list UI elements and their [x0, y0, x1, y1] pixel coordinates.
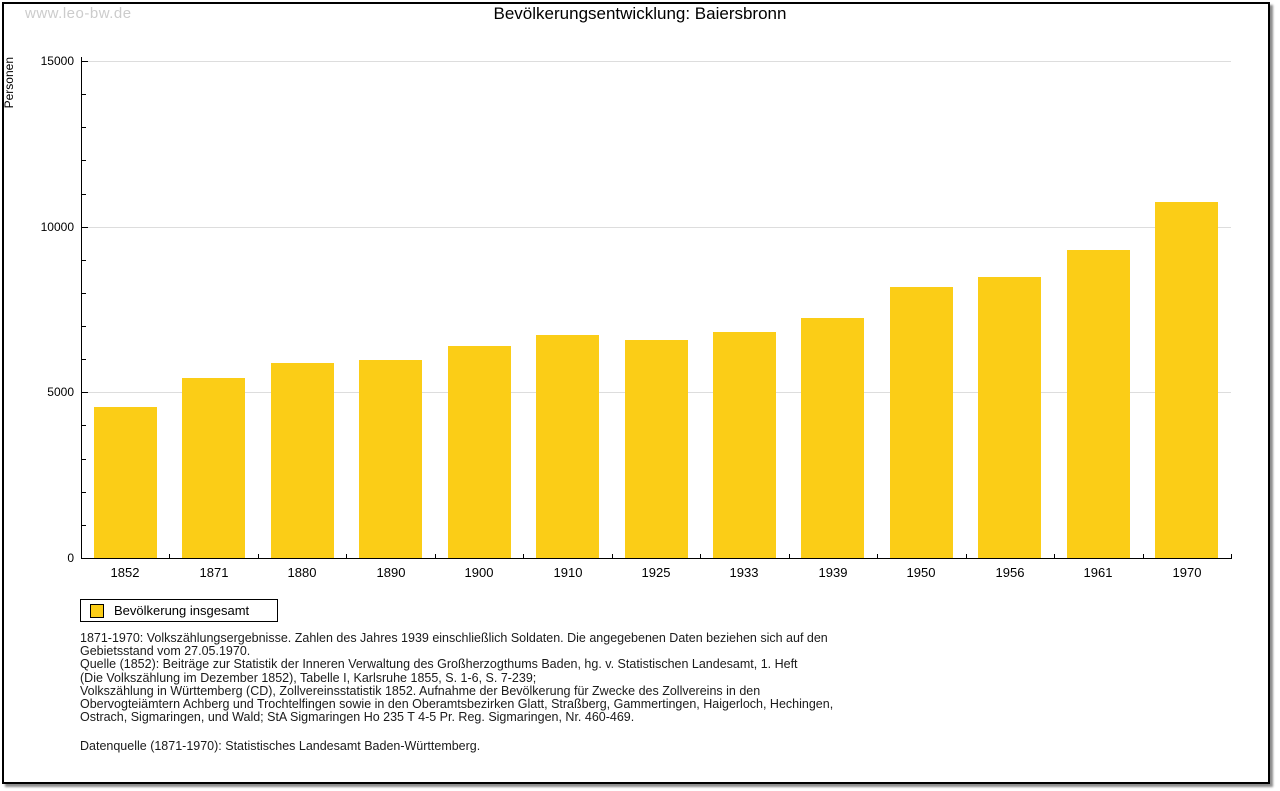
datasource-note: Datenquelle (1871-1970): Statistisches L…	[80, 739, 481, 753]
x-tick-label: 1910	[553, 565, 583, 580]
y-gridline	[82, 61, 1231, 62]
x-boundary-tick	[169, 554, 170, 558]
y-major-tick	[82, 392, 88, 393]
x-axis-line	[81, 558, 1232, 559]
bar-1939	[801, 318, 864, 558]
bar-1925	[625, 340, 688, 558]
bar-1950	[890, 287, 953, 558]
bar-1871	[182, 378, 245, 558]
y-minor-tick	[82, 492, 86, 493]
x-tick-label: 1939	[818, 565, 848, 580]
y-gridline	[82, 227, 1231, 228]
x-boundary-tick	[258, 554, 259, 558]
y-tick-label: 5000	[47, 385, 74, 399]
x-boundary-tick	[612, 554, 613, 558]
x-boundary-tick	[700, 554, 701, 558]
y-major-tick	[82, 227, 88, 228]
y-axis-line	[81, 57, 82, 559]
x-boundary-tick	[789, 554, 790, 558]
x-tick-label: 1852	[110, 565, 140, 580]
source-note-line: Ostrach, Sigmaringen, und Wald; StA Sigm…	[80, 710, 635, 725]
legend-color-swatch	[90, 604, 104, 618]
legend-label: Bevölkerung insgesamt	[114, 603, 250, 618]
x-tick-label: 1880	[287, 565, 317, 580]
x-boundary-tick	[523, 554, 524, 558]
x-boundary-tick	[1143, 554, 1144, 558]
y-minor-tick	[82, 260, 86, 261]
bar-1961	[1067, 250, 1130, 558]
x-tick-label: 1961	[1083, 565, 1113, 580]
x-boundary-tick	[435, 554, 436, 558]
x-tick-label: 1970	[1172, 565, 1202, 580]
bar-1852	[94, 407, 157, 558]
x-tick-label: 1956	[995, 565, 1025, 580]
bar-1900	[448, 346, 511, 558]
y-minor-tick	[82, 425, 86, 426]
y-minor-tick	[82, 293, 86, 294]
x-boundary-tick	[966, 554, 967, 558]
x-boundary-tick	[1054, 554, 1055, 558]
source-note-line: (Die Volkszählung im Dezember 1852), Tab…	[80, 670, 537, 685]
y-minor-tick	[82, 326, 86, 327]
bar-1880	[271, 363, 334, 558]
x-boundary-tick	[1231, 554, 1232, 558]
x-tick-label: 1925	[641, 565, 671, 580]
bar-1890	[359, 360, 422, 558]
x-tick-label: 1933	[729, 565, 759, 580]
source-notes: 1871-1970: Volkszählungsergebnisse. Zahl…	[80, 631, 834, 725]
source-note-line: Gebietsstand vom 27.05.1970.	[80, 644, 251, 659]
y-tick-label: 15000	[40, 54, 74, 68]
legend-box: Bevölkerung insgesamt	[80, 599, 278, 622]
bar-1970	[1155, 202, 1218, 558]
bar-1910	[536, 335, 599, 558]
x-boundary-tick	[346, 554, 347, 558]
x-tick-label: 1950	[906, 565, 936, 580]
y-tick-label: 0	[67, 551, 74, 565]
x-tick-label: 1871	[199, 565, 229, 580]
source-note-line: 1871-1970: Volkszählungsergebnisse. Zahl…	[80, 631, 828, 645]
y-minor-tick	[82, 160, 86, 161]
y-tick-label: 10000	[40, 220, 74, 234]
y-minor-tick	[82, 194, 86, 195]
y-minor-tick	[82, 459, 86, 460]
bar-1956	[978, 277, 1041, 558]
bar-1933	[713, 332, 776, 558]
source-note-line: Obervogteiämtern Achberg und Trochtelfin…	[80, 697, 834, 712]
watermark-leo-bw: www.leo-bw.de	[25, 5, 132, 22]
x-boundary-tick	[877, 554, 878, 558]
source-note-line: Volkszählung in Württemberg (CD), Zollve…	[80, 683, 761, 698]
chart-title: Bevölkerungsentwicklung: Baiersbronn	[493, 4, 787, 23]
y-minor-tick	[82, 525, 86, 526]
y-minor-tick	[82, 94, 86, 95]
source-note-line: Quelle (1852): Beiträge zur Statistik de…	[80, 657, 798, 672]
x-tick-label: 1900	[464, 565, 494, 580]
x-tick-label: 1890	[376, 565, 406, 580]
y-minor-tick	[82, 127, 86, 128]
y-minor-tick	[82, 359, 86, 360]
y-major-tick	[82, 61, 88, 62]
